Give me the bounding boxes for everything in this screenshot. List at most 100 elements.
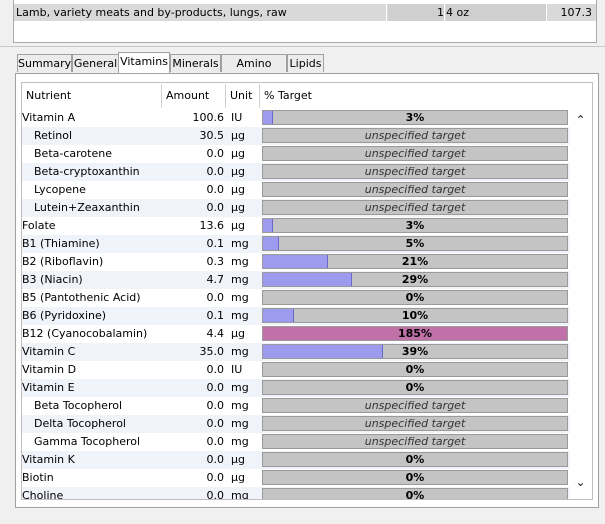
- target-percent-label: 0%: [405, 471, 425, 484]
- table-row[interactable]: B12 (Cyanocobalamin) 4.4 µg 185%: [22, 325, 570, 343]
- table-row[interactable]: Delta Tocopherol 0.0 mg unspecified target: [22, 415, 570, 433]
- target-percent-label: unspecified target: [364, 435, 466, 448]
- table-row[interactable]: B1 (Thiamine) 0.1 mg 5%: [22, 235, 570, 253]
- nutrient-unit: mg: [231, 381, 249, 394]
- nutrient-amount: 100.6: [192, 111, 225, 124]
- nutrient-name: B3 (Niacin): [22, 273, 83, 286]
- nutrient-amount: 30.5: [199, 129, 225, 142]
- nutrient-unit: µg: [231, 129, 245, 142]
- food-quantity[interactable]: 1: [388, 4, 444, 21]
- tab-general[interactable]: General: [72, 54, 119, 72]
- target-progress-bar: 29%: [262, 272, 568, 287]
- food-list-row[interactable]: Lamb, variety meats and by-products, lun…: [14, 4, 596, 21]
- nutrient-name: Lutein+Zeaxanthin: [34, 201, 140, 214]
- column-header-target[interactable]: % Target: [264, 89, 312, 102]
- nutrient-name: Choline: [22, 489, 64, 500]
- nutrient-name: Gamma Tocopherol: [34, 435, 141, 448]
- nutrient-amount: 0.0: [206, 183, 225, 196]
- nutrient-amount: 0.0: [206, 165, 225, 178]
- nutrient-unit: mg: [231, 237, 249, 250]
- target-progress-bar: 21%: [262, 254, 568, 269]
- food-list[interactable]: Lamb, variety meats and by-products, lun…: [13, 0, 597, 43]
- table-row[interactable]: Lycopene 0.0 µg unspecified target: [22, 181, 570, 199]
- table-row[interactable]: Vitamin D 0.0 IU 0%: [22, 361, 570, 379]
- tab-vitamins[interactable]: Vitamins: [118, 52, 170, 73]
- nutrient-unit: mg: [231, 291, 249, 304]
- nutrient-unit: mg: [231, 273, 249, 286]
- splitter[interactable]: [0, 46, 605, 47]
- target-progress-fill: [263, 111, 274, 124]
- target-percent-label: 39%: [401, 345, 429, 358]
- table-row[interactable]: Choline 0.0 mg 0%: [22, 487, 570, 500]
- target-percent-label: 0%: [405, 381, 425, 394]
- table-row[interactable]: Vitamin K 0.0 µg 0%: [22, 451, 570, 469]
- food-name: Lamb, variety meats and by-products, lun…: [16, 6, 287, 19]
- target-progress-bar: 0%: [262, 488, 568, 500]
- nutrient-unit: µg: [231, 165, 245, 178]
- nutrient-name: Beta-carotene: [34, 147, 112, 160]
- target-percent-label: 0%: [405, 291, 425, 304]
- nutrient-unit: µg: [231, 327, 245, 340]
- target-percent-label: unspecified target: [364, 147, 466, 160]
- chevron-up-icon[interactable]: ⌃: [575, 113, 586, 127]
- nutrient-unit: IU: [231, 111, 243, 124]
- table-row[interactable]: B6 (Pyridoxine) 0.1 mg 10%: [22, 307, 570, 325]
- table-row[interactable]: Vitamin C 35.0 mg 39%: [22, 343, 570, 361]
- column-header-unit[interactable]: Unit: [226, 84, 260, 108]
- target-percent-label: 0%: [405, 453, 425, 466]
- target-progress-bar: unspecified target: [262, 146, 568, 161]
- table-row[interactable]: Beta Tocopherol 0.0 mg unspecified target: [22, 397, 570, 415]
- target-progress-bar: unspecified target: [262, 164, 568, 179]
- target-percent-label: unspecified target: [364, 201, 466, 214]
- tab-lipids[interactable]: Lipids: [287, 54, 324, 72]
- nutrient-unit: IU: [231, 363, 243, 376]
- nutrient-amount: 0.0: [206, 435, 225, 448]
- target-percent-label: 21%: [401, 255, 429, 268]
- table-row[interactable]: Folate 13.6 µg 3%: [22, 217, 570, 235]
- nutrient-amount: 0.0: [206, 399, 225, 412]
- table-row[interactable]: Vitamin A 100.6 IU 3%: [22, 109, 570, 127]
- nutrient-name: B5 (Pantothenic Acid): [22, 291, 141, 304]
- table-row[interactable]: B3 (Niacin) 4.7 mg 29%: [22, 271, 570, 289]
- target-percent-label: 0%: [405, 363, 425, 376]
- nutrient-name: Beta Tocopherol: [34, 399, 123, 412]
- nutrient-amount: 35.0: [199, 345, 225, 358]
- nutrient-name: Vitamin C: [22, 345, 76, 358]
- target-progress-bar: 0%: [262, 362, 568, 377]
- table-row[interactable]: Retinol 30.5 µg unspecified target: [22, 127, 570, 145]
- tab-summary[interactable]: Summary: [17, 54, 72, 72]
- column-header-nutrient[interactable]: Nutrient: [22, 84, 162, 108]
- table-row[interactable]: Lutein+Zeaxanthin 0.0 µg unspecified target: [22, 199, 570, 217]
- target-progress-bar: unspecified target: [262, 128, 568, 143]
- column-separator: [546, 4, 547, 21]
- nutrient-unit: µg: [231, 147, 245, 160]
- tab-minerals[interactable]: Minerals: [170, 54, 221, 72]
- table-row[interactable]: Biotin 0.0 µg 0%: [22, 469, 570, 487]
- table-row[interactable]: B5 (Pantothenic Acid) 0.0 mg 0%: [22, 289, 570, 307]
- nutrient-name: Vitamin E: [22, 381, 75, 394]
- table-row[interactable]: B2 (Riboflavin) 0.3 mg 21%: [22, 253, 570, 271]
- target-percent-label: 0%: [405, 489, 425, 500]
- nutrient-unit: µg: [231, 471, 245, 484]
- target-progress-fill: [263, 219, 274, 232]
- table-row[interactable]: Vitamin E 0.0 mg 0%: [22, 379, 570, 397]
- nutrient-table: Nutrient Amount Unit % Target Vitamin A 1…: [21, 82, 593, 500]
- target-percent-label: unspecified target: [364, 183, 466, 196]
- target-progress-bar: 10%: [262, 308, 568, 323]
- nutrient-name: B2 (Riboflavin): [22, 255, 104, 268]
- nutrient-name: Retinol: [34, 129, 73, 142]
- nutrient-name: Vitamin D: [22, 363, 77, 376]
- target-percent-label: unspecified target: [364, 129, 466, 142]
- column-header-amount[interactable]: Amount: [162, 84, 226, 108]
- table-row[interactable]: Beta-carotene 0.0 µg unspecified target: [22, 145, 570, 163]
- nutrient-amount: 0.0: [206, 489, 225, 500]
- chevron-down-icon[interactable]: ⌄: [575, 475, 586, 489]
- table-row[interactable]: Beta-cryptoxanthin 0.0 µg unspecified targe…: [22, 163, 570, 181]
- target-progress-bar: unspecified target: [262, 416, 568, 431]
- vertical-scrollbar[interactable]: ⌃ ⌄: [570, 109, 591, 497]
- food-measure[interactable]: 4 oz: [446, 4, 546, 21]
- nutrient-unit: µg: [231, 219, 245, 232]
- table-row[interactable]: Gamma Tocopherol 0.0 mg unspecified target: [22, 433, 570, 451]
- nutrient-name: B12 (Cyanocobalamin): [22, 327, 148, 340]
- tab-amino-acids[interactable]: Amino Acids: [221, 54, 287, 87]
